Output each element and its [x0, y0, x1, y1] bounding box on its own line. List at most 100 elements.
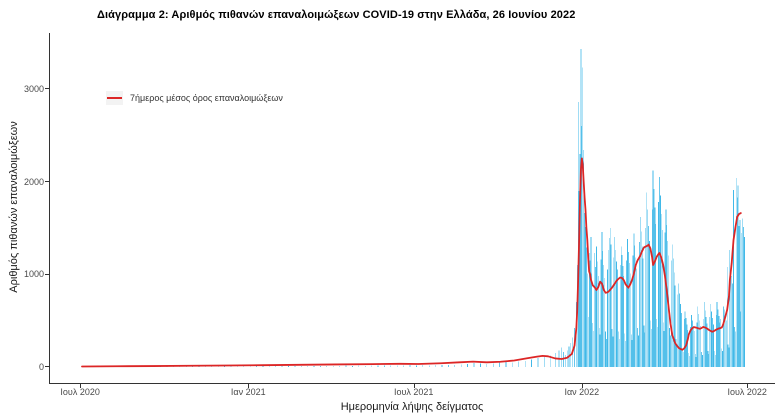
x-tick-label: Ιαν 2021 [230, 387, 266, 397]
daily-bar [563, 352, 564, 367]
legend-key [106, 91, 123, 105]
daily-bar [719, 322, 721, 367]
y-tick-mark [45, 88, 49, 90]
daily-bar [642, 258, 644, 367]
daily-bar [679, 293, 680, 367]
daily-bar [396, 365, 398, 367]
y-tick-mark [45, 366, 49, 368]
daily-bar [566, 350, 568, 367]
daily-bar [615, 250, 617, 367]
daily-bar [720, 318, 722, 367]
daily-bar [734, 331, 736, 367]
daily-bar [632, 255, 634, 367]
y-tick-mark [45, 273, 49, 275]
x-tick-label: Ιουλ 2020 [60, 387, 100, 397]
daily-bar [313, 366, 315, 367]
daily-bar [661, 229, 663, 367]
daily-bar [620, 246, 622, 367]
daily-bar [708, 353, 710, 367]
daily-bar [596, 246, 597, 367]
daily-bar [594, 252, 595, 367]
daily-bar [743, 227, 744, 367]
daily-bar [651, 209, 653, 367]
daily-bar [586, 247, 587, 367]
daily-bar [605, 331, 606, 367]
daily-bar [586, 273, 588, 367]
daily-bar [635, 257, 637, 367]
daily-bar [738, 226, 740, 367]
daily-bar [622, 265, 624, 367]
daily-bar [702, 318, 704, 367]
daily-bar [616, 261, 617, 367]
daily-bar [584, 213, 585, 367]
daily-bar [256, 366, 257, 367]
daily-bar [659, 176, 660, 367]
daily-bar [467, 363, 468, 367]
daily-bar [684, 311, 686, 367]
daily-bar [631, 340, 633, 367]
daily-bar [628, 263, 630, 367]
daily-bar [700, 326, 701, 367]
daily-bar [294, 366, 296, 367]
daily-bar [307, 365, 309, 367]
daily-bar [611, 328, 613, 367]
daily-bar [678, 283, 680, 367]
daily-bar [717, 309, 719, 367]
daily-bar [718, 315, 720, 367]
daily-bar [660, 195, 661, 367]
daily-bar [734, 327, 735, 367]
daily-bar [543, 357, 545, 367]
daily-bar [377, 365, 379, 367]
daily-bar [639, 241, 640, 367]
daily-bar [670, 335, 671, 367]
daily-bar [579, 153, 581, 367]
daily-bar [655, 224, 657, 367]
daily-bar [604, 277, 606, 367]
daily-bar [730, 265, 732, 367]
daily-bar [623, 276, 625, 367]
daily-bar [595, 266, 596, 367]
daily-bar [652, 170, 654, 367]
daily-bar [608, 238, 610, 367]
daily-bar [626, 260, 627, 367]
daily-bar [339, 365, 341, 367]
daily-bar [610, 244, 612, 367]
daily-bar [681, 313, 682, 367]
daily-bar [692, 326, 694, 367]
daily-bar [601, 232, 603, 367]
daily-bar [554, 353, 556, 367]
daily-bar [713, 324, 714, 367]
daily-bar [705, 316, 707, 367]
y-tick-label: 3000 [23, 83, 44, 94]
daily-bar [580, 49, 582, 367]
chart-title: Διάγραμμα 2: Αριθμός πιθανών επαναλοιμώξ… [97, 9, 576, 21]
daily-bar [384, 365, 385, 367]
daily-bar [732, 283, 733, 367]
daily-bar [597, 276, 599, 367]
daily-bar [587, 316, 589, 367]
daily-bar [672, 258, 674, 367]
daily-bar [460, 364, 462, 367]
y-tick-mark [45, 181, 49, 183]
x-tick-mark [581, 384, 583, 388]
daily-bar [724, 309, 725, 367]
daily-bar [593, 330, 595, 367]
daily-bar [596, 261, 598, 367]
daily-bar [704, 310, 706, 367]
daily-bar [654, 207, 656, 367]
daily-bar [641, 246, 643, 367]
y-tick-label: 0 [38, 361, 44, 372]
daily-bar [607, 250, 609, 367]
daily-bar [243, 366, 245, 367]
daily-bar [691, 315, 692, 367]
daily-bar [709, 316, 711, 367]
daily-bar [634, 245, 636, 367]
daily-bar [637, 328, 638, 367]
daily-bar [681, 348, 683, 367]
daily-bar [737, 185, 739, 367]
daily-bar [721, 348, 723, 367]
daily-bar [624, 333, 626, 367]
daily-bar [639, 216, 641, 367]
daily-bar [662, 322, 664, 367]
daily-bar [613, 257, 615, 367]
